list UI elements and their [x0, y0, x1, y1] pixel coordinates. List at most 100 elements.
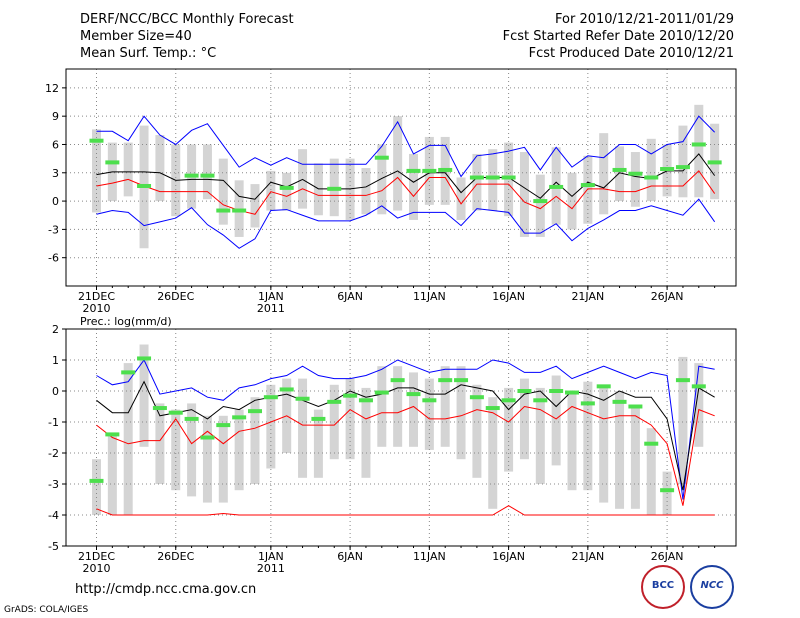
panel1-median-mark: [216, 208, 231, 213]
panel1-range-bar: [535, 174, 545, 237]
forecast-period: For 2010/12/21-2011/01/29: [555, 12, 734, 27]
panel1-ytick-label: -6: [48, 252, 59, 265]
panel2-range-bar: [377, 366, 387, 447]
panel1-median-mark: [327, 186, 342, 191]
panel1-median-mark: [675, 165, 690, 170]
panel2-range-bar: [187, 403, 197, 497]
panel2-ytick-label: -1: [48, 416, 59, 429]
panel2-range-bar: [250, 397, 260, 484]
panel2-xtick-label: 21JAN: [571, 550, 604, 563]
panel2-range-bar: [92, 459, 101, 515]
panel2-median-mark: [501, 398, 516, 403]
panel1-median-mark: [200, 173, 215, 178]
panel2-median-mark: [691, 384, 706, 389]
panel2-range-bar: [519, 378, 529, 460]
panel1-xtick-label: 16JAN: [492, 290, 525, 303]
panel2-xtick-label: 26JAN: [651, 550, 684, 563]
panel1-range-bar: [599, 133, 609, 215]
panel2-median-mark: [121, 370, 136, 375]
panel2-range-bar: [361, 387, 371, 478]
panel1-range-bar: [694, 104, 704, 198]
panel2-median-mark: [549, 389, 564, 393]
panel2-median-mark: [358, 398, 373, 403]
panel2-range-bar: [567, 391, 577, 491]
panel2-median-mark: [137, 356, 152, 361]
panel1-range-bar: [409, 153, 418, 220]
panel2-median-mark: [675, 378, 690, 383]
panel2-xtick-label: 6JAN: [337, 550, 363, 563]
panel2-ytick-label: -5: [48, 540, 59, 553]
footer-url[interactable]: http://cmdp.ncc.cma.gov.cn: [75, 582, 257, 597]
panel1-range-bar: [630, 152, 640, 207]
panel1-ytick-label: 0: [52, 195, 59, 208]
chart-title: DERF/NCC/BCC Monthly Forecast: [80, 12, 294, 27]
panel1-median-mark: [279, 185, 294, 190]
panel1-range-bar: [266, 170, 276, 211]
panel1-range-bar: [377, 144, 387, 215]
panel1-ytick-label: 3: [52, 167, 59, 180]
panel2-xtick-label: 11JAN: [413, 550, 446, 563]
panel1-range-bar: [456, 177, 466, 220]
member-size: Member Size=40: [80, 29, 192, 44]
panel1-series-max: [96, 115, 716, 178]
panel2-range-bar: [678, 356, 688, 484]
panel1-range-bar: [155, 135, 165, 202]
ncc-logo-icon: NCC: [690, 565, 734, 609]
panel2-ytick-label: 0: [52, 385, 59, 398]
panel1-median-mark: [406, 168, 421, 173]
panel2-median-mark: [89, 478, 104, 483]
panel1-range-bar: [646, 138, 656, 202]
panel2-range-bar: [107, 434, 117, 515]
panel1-range-bar: [250, 184, 260, 228]
bcc-logo-text: BCC: [651, 580, 675, 591]
ncc-logo-text: NCC: [700, 580, 724, 591]
panel2-range-bar: [583, 381, 593, 491]
panel1-median-mark: [533, 199, 548, 204]
panel1-median-mark: [580, 183, 595, 188]
panel2-range-bar: [409, 372, 418, 447]
panel1-range-bar: [123, 142, 133, 197]
panel2-range-bar: [694, 363, 704, 447]
panel1-range-bar: [678, 125, 688, 198]
panel2-range-bar: [551, 375, 561, 466]
panel1-median-mark: [628, 171, 643, 176]
panel1-xtick-label: 26JAN: [651, 290, 684, 303]
panel2-range-bar: [313, 409, 323, 478]
panel2-median-mark: [327, 399, 342, 404]
panel1-ytick-label: 12: [45, 82, 59, 95]
panel2-range-bar: [615, 391, 625, 509]
panel2-ytick-label: -3: [48, 478, 59, 491]
panel2-median-mark: [438, 378, 453, 383]
panel1-ytick-label: -3: [48, 223, 59, 236]
variable-label: Mean Surf. Temp.: °C: [80, 46, 217, 61]
panel1-xtick-label: 1JAN: [258, 290, 284, 303]
panel2-range-bar: [440, 366, 450, 447]
panel2-range-bar: [630, 406, 640, 509]
panel2-median-mark: [232, 415, 247, 420]
panel2-median-mark: [580, 401, 595, 406]
panel1-series-mean: [96, 153, 716, 200]
panel1-median-mark: [105, 160, 120, 165]
panel2-range-bar: [298, 378, 308, 478]
panel2-range-bar: [393, 366, 403, 447]
panel1-median-mark: [660, 167, 675, 172]
panel2-ytick-label: -4: [48, 509, 59, 522]
panel1-median-mark: [422, 168, 437, 173]
panel2-range-bar: [345, 378, 355, 460]
panel2-median-mark: [406, 392, 421, 397]
panel2-median-mark: [200, 435, 215, 440]
panel1-median-mark: [469, 175, 484, 180]
panel1-range-bar: [567, 172, 577, 230]
panel2-xtick-label: 16JAN: [492, 550, 525, 563]
panel1-xtick-label: 6JAN: [337, 290, 363, 303]
panel2-median-mark: [248, 409, 262, 414]
panel1-range-bar: [282, 172, 292, 211]
panel2-series-max: [96, 359, 715, 500]
panel1-xtick-label: 11JAN: [413, 290, 446, 303]
panel1-median-mark: [707, 160, 722, 165]
panel2-median-mark: [596, 384, 611, 389]
panel2-median-mark: [469, 395, 484, 400]
panel1-series-min: [96, 170, 716, 215]
panel2-range-bar: [202, 415, 212, 503]
panel2-series-zero_line: [96, 505, 715, 516]
